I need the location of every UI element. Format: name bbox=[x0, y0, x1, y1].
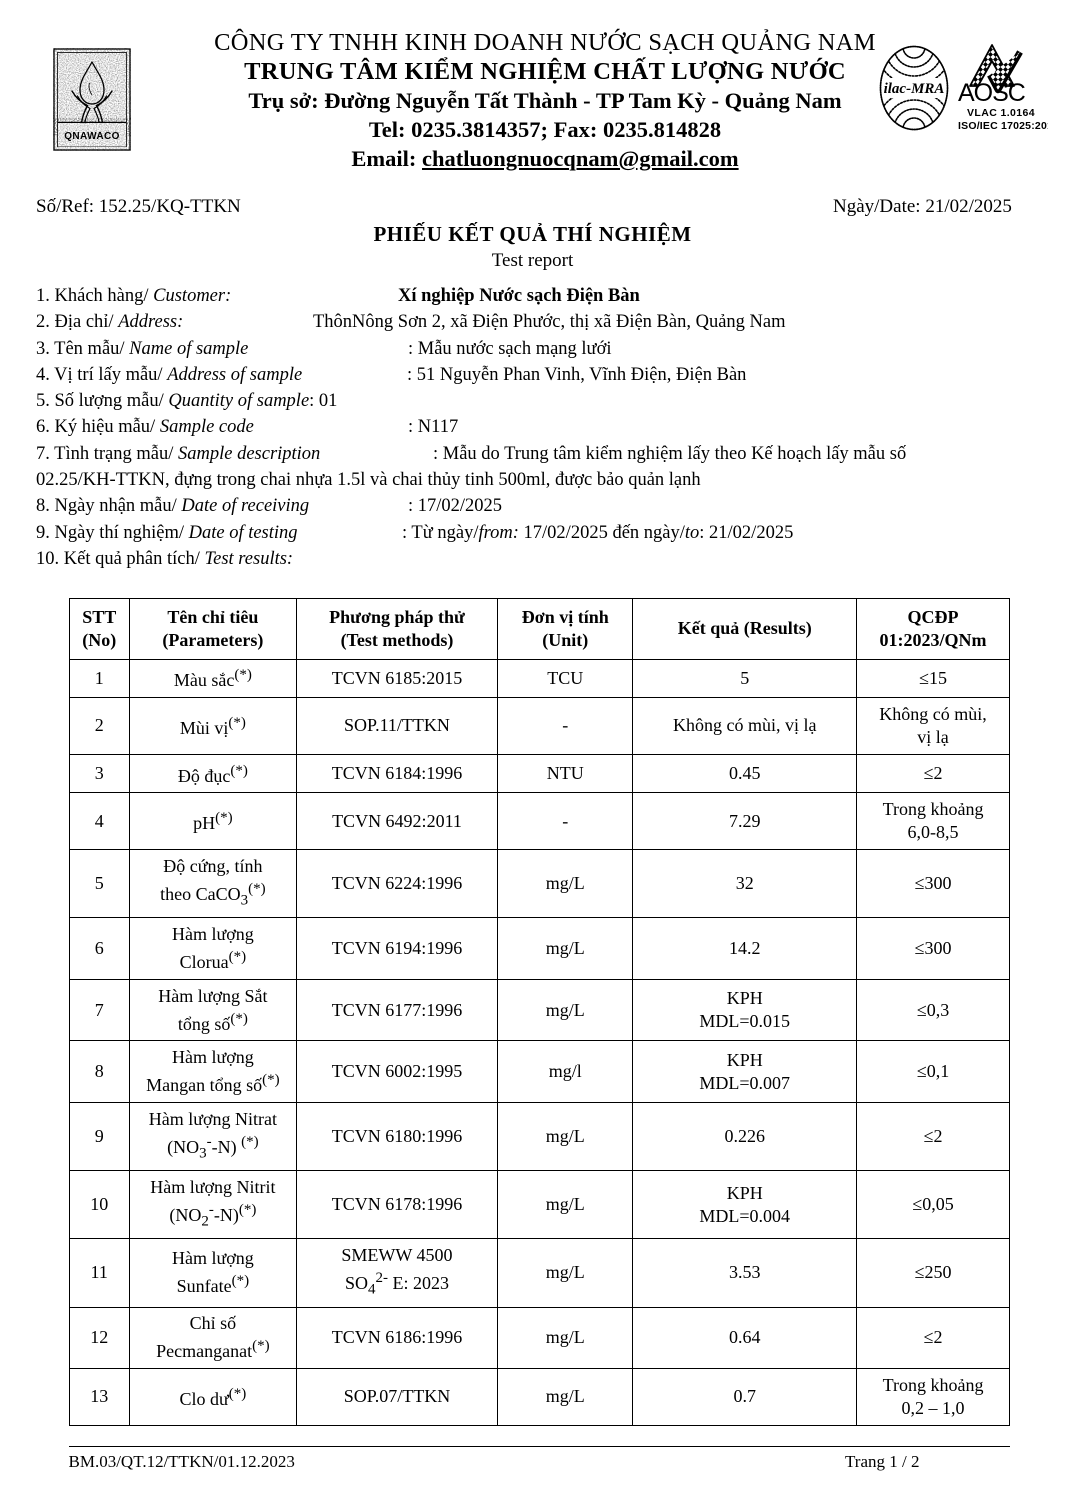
svg-text:QNAWACO: QNAWACO bbox=[64, 131, 120, 142]
svg-text:AOSC: AOSC bbox=[958, 79, 1026, 107]
svg-text:VLAC 1.0164: VLAC 1.0164 bbox=[967, 107, 1035, 119]
svg-text:ISO/IEC 17025:2017: ISO/IEC 17025:2017 bbox=[958, 120, 1048, 132]
svg-text:ilac-MRA: ilac-MRA bbox=[884, 81, 945, 97]
